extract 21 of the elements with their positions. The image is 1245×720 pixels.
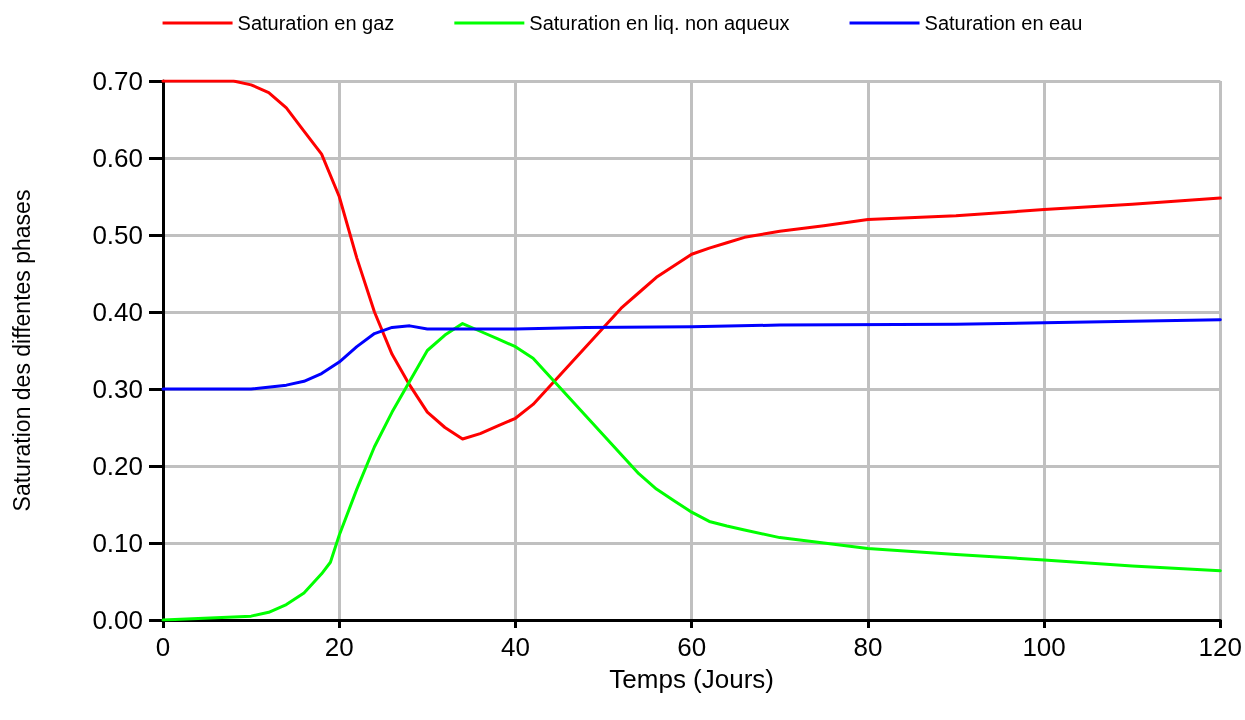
legend-label: Saturation en eau (924, 12, 1083, 34)
legend-label: Saturation en gaz (237, 12, 395, 34)
line-series (161, 318, 1222, 391)
y-tick-label: 0.50 (92, 220, 143, 250)
x-tick-label: 0 (155, 632, 171, 662)
x-tick-label: 100 (1022, 632, 1066, 662)
x-tick-label: 120 (1198, 632, 1243, 662)
x-tick-label: 20 (324, 632, 354, 662)
y-tick-label: 0.40 (92, 297, 143, 327)
y-tick-label: 0.30 (92, 374, 143, 404)
x-axis-title: Temps (Jours) (609, 664, 775, 694)
x-tick-label: 60 (677, 632, 707, 662)
y-tick-label: 0.00 (92, 605, 143, 635)
y-tick-label: 0.10 (92, 528, 143, 558)
x-tick-label: 40 (500, 632, 530, 662)
y-tick-label: 0.60 (92, 143, 143, 173)
y-tick-label: 0.70 (92, 66, 143, 96)
y-tick-label: 0.20 (92, 451, 143, 481)
y-axis-title: Saturation des diffentes phases (8, 189, 35, 512)
legend-label: Saturation en liq. non aqueux (529, 12, 790, 34)
x-tick-label: 80 (853, 632, 883, 662)
